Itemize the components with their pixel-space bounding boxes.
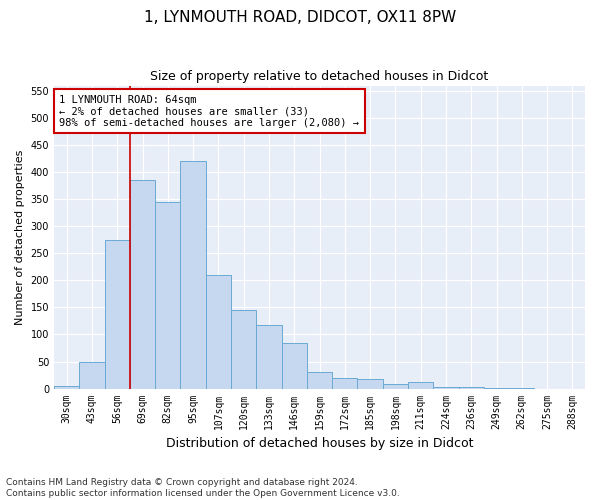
Bar	[104, 240, 130, 388]
Bar	[383, 384, 408, 388]
Bar	[79, 362, 104, 388]
Bar	[54, 386, 79, 388]
Bar	[281, 342, 307, 388]
X-axis label: Distribution of detached houses by size in Didcot: Distribution of detached houses by size …	[166, 437, 473, 450]
Bar	[130, 180, 155, 388]
Bar	[231, 310, 256, 388]
Bar	[332, 378, 358, 388]
Bar	[181, 162, 206, 388]
Bar	[358, 380, 383, 388]
Text: 1 LYNMOUTH ROAD: 64sqm
← 2% of detached houses are smaller (33)
98% of semi-deta: 1 LYNMOUTH ROAD: 64sqm ← 2% of detached …	[59, 94, 359, 128]
Title: Size of property relative to detached houses in Didcot: Size of property relative to detached ho…	[151, 70, 488, 83]
Bar	[256, 326, 281, 388]
Bar	[307, 372, 332, 388]
Text: 1, LYNMOUTH ROAD, DIDCOT, OX11 8PW: 1, LYNMOUTH ROAD, DIDCOT, OX11 8PW	[144, 10, 456, 25]
Bar	[408, 382, 433, 388]
Bar	[433, 387, 458, 388]
Y-axis label: Number of detached properties: Number of detached properties	[15, 150, 25, 324]
Text: Contains HM Land Registry data © Crown copyright and database right 2024.
Contai: Contains HM Land Registry data © Crown c…	[6, 478, 400, 498]
Bar	[155, 202, 181, 388]
Bar	[206, 275, 231, 388]
